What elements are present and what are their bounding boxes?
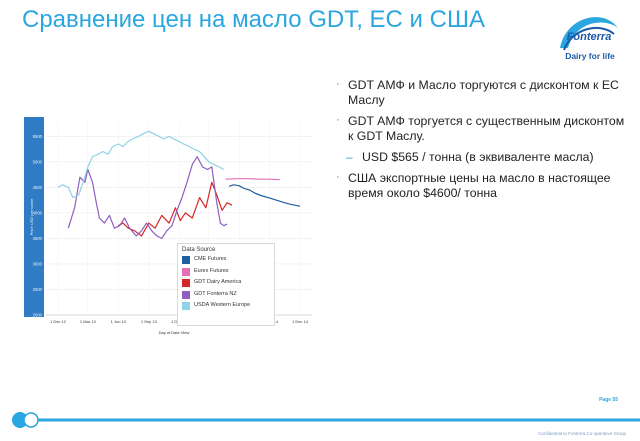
slide-title: Сравнение цен на масло GDT, ЕС и США xyxy=(22,6,485,33)
x-tick-label: 1 Mar 13 xyxy=(80,319,97,324)
legend-item-usda: USDA Western Europe xyxy=(178,301,274,313)
fonterra-logo-icon: Fonterra xyxy=(560,17,618,51)
legend-swatch xyxy=(182,256,190,264)
y-tick-label: 2000 xyxy=(33,313,43,318)
bullet-item: · GDT АМФ и Масло торгуются с дисконтом … xyxy=(336,78,632,108)
legend-item-gdt-da: GDT Dairy America xyxy=(178,278,274,290)
y-tick-label: 3500 xyxy=(33,236,43,241)
series-line-gdt-fonterra-nz xyxy=(67,156,228,240)
legend-label: Eurex Futures xyxy=(194,267,229,274)
legend-swatch xyxy=(182,279,190,287)
bullet-text: США экспортные цены на масло в настоящее… xyxy=(348,171,611,200)
chart-legend: Data Source CME Futures Eurex Futures GD… xyxy=(177,243,275,326)
series-line-eurex-futures xyxy=(225,178,280,181)
y-tick-label: 2500 xyxy=(33,287,43,292)
legend-label: GDT Fonterra NZ xyxy=(194,290,237,297)
bullet-item: · США экспортные цены на масло в настоящ… xyxy=(336,171,632,201)
x-tick-label: 1 Dec 14 xyxy=(292,319,309,324)
chart-axis-band xyxy=(24,117,44,317)
confidential-note: Confidential to Fonterra Co-operative Gr… xyxy=(538,431,626,436)
y-tick-label: 4000 xyxy=(33,210,43,215)
bullet-dot-icon: · xyxy=(336,171,340,183)
legend-item-eurex: Eurex Futures xyxy=(178,267,274,279)
sub-bullet-text: USD $565 / тонна (в эквиваленте масла) xyxy=(362,150,594,164)
legend-item-gdt-nz: GDT Fonterra NZ xyxy=(178,290,274,302)
bullet-text: GDT АМФ торгуется с существенным дисконт… xyxy=(348,114,625,143)
y-tick-label: 3000 xyxy=(33,261,43,266)
series-line-usda-western-europe xyxy=(57,130,225,199)
series-line-cme-futures xyxy=(228,184,301,207)
legend-item-cme: CME Futures xyxy=(178,255,274,267)
dash-icon: – xyxy=(346,150,353,164)
y-axis-label: Price USD per tonne xyxy=(29,198,34,235)
bullet-item: · GDT АМФ торгуется с существенным диско… xyxy=(336,114,632,144)
page-number: Page 55 xyxy=(599,397,618,403)
footer-ring-icon xyxy=(23,412,39,428)
x-tick-label: 1 Sep 13 xyxy=(141,319,158,324)
legend-swatch xyxy=(182,267,190,276)
footer-bar xyxy=(12,412,640,428)
logo-brand: Fonterra xyxy=(567,31,612,43)
y-tick-label: 4500 xyxy=(33,185,43,190)
bullet-dot-icon: · xyxy=(336,78,340,90)
y-tick-label: 5500 xyxy=(33,134,43,139)
legend-label: GDT Dairy America xyxy=(194,279,242,285)
bullet-list: · GDT АМФ и Масло торгуются с дисконтом … xyxy=(336,78,632,207)
legend-swatch xyxy=(182,302,190,310)
legend-swatch xyxy=(182,290,190,299)
bullet-dot-icon: · xyxy=(336,114,340,126)
sub-bullet-item: – USD $565 / тонна (в эквиваленте масла) xyxy=(336,150,632,165)
x-tick-label: 1 Dec 12 xyxy=(50,319,67,324)
x-tick-label: 1 Jun 13 xyxy=(111,319,127,324)
legend-label: CME Futures xyxy=(194,256,227,262)
footer-circle-icon xyxy=(12,412,28,428)
legend-label: USDA Western Europe xyxy=(194,302,251,308)
bullet-text: GDT АМФ и Масло торгуются с дисконтом к … xyxy=(348,78,619,107)
y-tick-label: 5000 xyxy=(33,159,43,164)
legend-title: Data Source xyxy=(182,247,216,253)
x-axis-label: Day of Date View xyxy=(159,330,190,335)
logo-tagline: Dairy for life xyxy=(565,51,615,61)
